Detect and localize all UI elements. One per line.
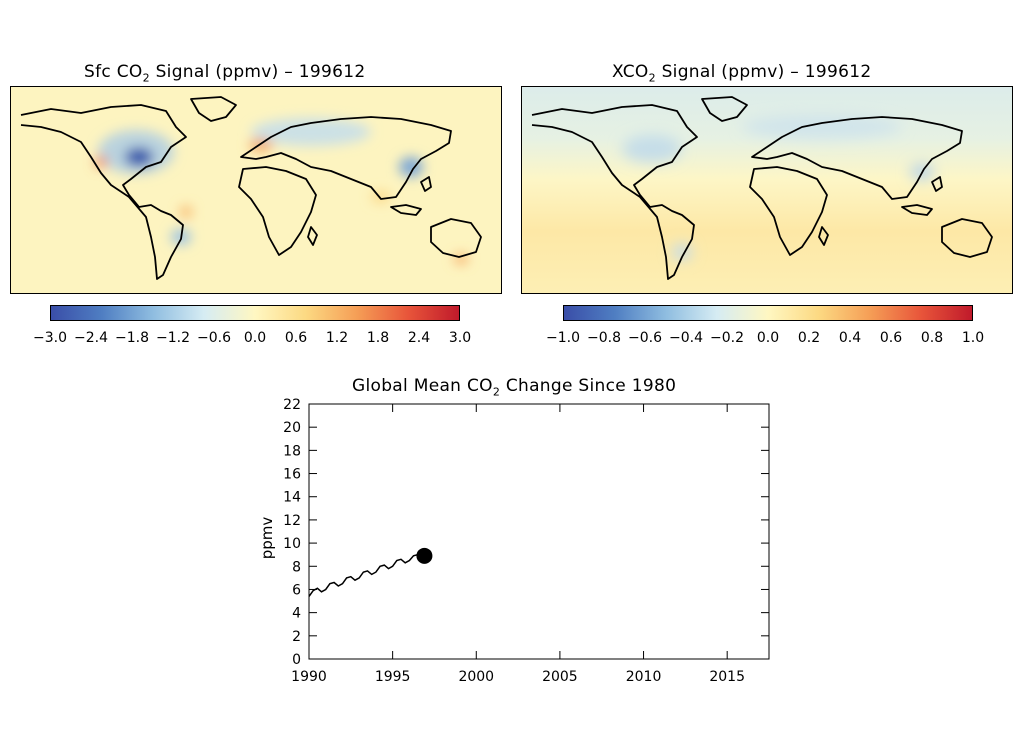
- colorbar-tick: −1.0: [546, 330, 580, 346]
- x-tick-label: 2000: [458, 669, 494, 685]
- colorbar-tick: 1.0: [961, 330, 985, 346]
- map-title-xco2: XCO2 Signal (ppmv) – 199612: [612, 62, 872, 85]
- map-title-sfc: Sfc CO2 Signal (ppmv) – 199612: [84, 62, 366, 85]
- colorbar-tick: −0.8: [587, 330, 621, 346]
- y-tick-label: 4: [292, 606, 301, 622]
- y-axis-label: ppmv: [258, 517, 276, 560]
- colorbar-tick: 3.0: [448, 330, 472, 346]
- y-tick-label: 12: [283, 513, 301, 529]
- map-sfc-co2: [10, 86, 502, 294]
- plot-frame: [308, 403, 770, 660]
- x-tick-label: 2005: [542, 669, 578, 685]
- colorbar-tick: 1.2: [325, 330, 349, 346]
- colorbar-xco2: [563, 305, 973, 321]
- y-tick-label: 6: [292, 582, 301, 598]
- colorbar-ticks-xco2: −1.0 −0.8 −0.6 −0.4 −0.2 0.0 0.2 0.4 0.6…: [546, 330, 984, 350]
- x-tick-label: 2010: [626, 669, 662, 685]
- y-tick-label: 2: [292, 629, 301, 645]
- colorbar-tick: 2.4: [407, 330, 431, 346]
- current-point-marker: [416, 547, 433, 564]
- colorbar-tick: 0.6: [879, 330, 903, 346]
- colorbar-sfc: [50, 305, 460, 321]
- colorbar-tick: 0.0: [756, 330, 780, 346]
- colorbar-tick: −1.8: [115, 330, 149, 346]
- x-tick-label: 1995: [375, 669, 411, 685]
- colorbar-tick: −0.4: [669, 330, 703, 346]
- colorbar-tick: 0.8: [920, 330, 944, 346]
- colorbar-tick: 0.4: [838, 330, 862, 346]
- colorbar-ticks-sfc: −3.0 −2.4 −1.8 −1.2 −0.6 0.0 0.6 1.2 1.8…: [33, 330, 471, 350]
- colorbar-tick: −3.0: [33, 330, 67, 346]
- colorbar-tick: 0.0: [243, 330, 267, 346]
- map-xco2: [521, 86, 1013, 294]
- y-tick-label: 8: [292, 559, 301, 575]
- series-line: [308, 553, 423, 597]
- chart-title: Global Mean CO2 Change Since 1980: [352, 376, 677, 399]
- colorbar-tick: 1.8: [366, 330, 390, 346]
- y-tick-label: 10: [283, 536, 301, 552]
- y-tick-label: 16: [283, 467, 301, 483]
- y-tick-label: 20: [283, 420, 301, 436]
- x-tick-label: 2015: [709, 669, 745, 685]
- colorbar-tick: −0.2: [710, 330, 744, 346]
- y-tick-label: 18: [283, 443, 301, 459]
- colorbar-tick: 0.6: [284, 330, 308, 346]
- colorbar-tick: −0.6: [628, 330, 662, 346]
- colorbar-tick: 0.2: [797, 330, 821, 346]
- colorbar-tick: −0.6: [197, 330, 231, 346]
- y-tick-label: 0: [292, 652, 301, 668]
- x-tick-label: 1990: [291, 669, 327, 685]
- colorbar-tick: −1.2: [156, 330, 190, 346]
- colorbar-tick: −2.4: [74, 330, 108, 346]
- y-tick-label: 22: [283, 397, 301, 413]
- y-tick-label: 14: [283, 490, 301, 506]
